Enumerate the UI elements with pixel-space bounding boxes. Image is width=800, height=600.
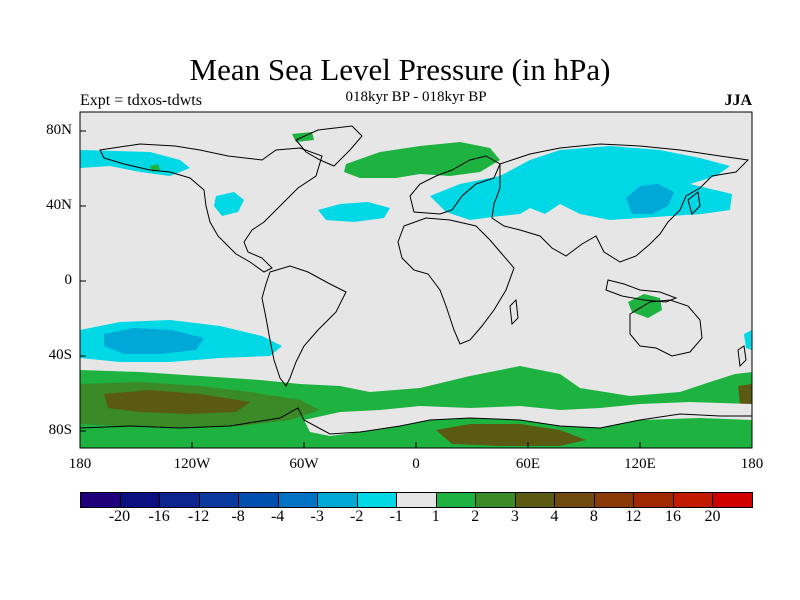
west-us-negative bbox=[214, 192, 244, 216]
colorbar-label: 16 bbox=[664, 508, 681, 525]
coast-antarctica bbox=[80, 407, 752, 435]
colorbar-box bbox=[514, 492, 556, 508]
colorbar-box bbox=[593, 492, 635, 508]
antarctic-atlantic-core bbox=[436, 424, 586, 446]
coastlines bbox=[80, 125, 752, 435]
east-pacific-edge-negative bbox=[744, 330, 752, 350]
colorbar-box bbox=[159, 492, 200, 508]
colorbar-box bbox=[672, 492, 714, 508]
nordic-seas-positive bbox=[344, 142, 500, 178]
colorbar-label: 4 bbox=[550, 508, 559, 525]
east-asia-strong-negative bbox=[626, 184, 674, 214]
chart-title: Mean Sea Level Pressure (in hPa) bbox=[189, 52, 611, 87]
season-label: JJA bbox=[724, 92, 752, 109]
lon-tick-60e: 60E bbox=[515, 456, 541, 472]
colorbar-box bbox=[238, 492, 279, 508]
lon-tick-180w: 180 bbox=[68, 456, 92, 472]
coast-south-america bbox=[261, 265, 347, 387]
colorbar-box bbox=[198, 492, 240, 508]
lat-tick-80s: 80S bbox=[48, 422, 72, 438]
lat-tick-80n: 80N bbox=[46, 122, 72, 138]
north-pacific-negative bbox=[80, 150, 190, 176]
southern-ocean-deep-core bbox=[104, 390, 250, 414]
antarctica-neutral bbox=[304, 402, 752, 436]
lon-tick-120e: 120E bbox=[624, 456, 656, 472]
colorbar-label: -3 bbox=[310, 508, 324, 525]
colorbar-label: -1 bbox=[389, 508, 403, 525]
lat-tick-0: 0 bbox=[64, 272, 73, 288]
lon-tick-120w: 120W bbox=[173, 456, 211, 472]
period-label: 018kyr BP - 018kyr BP bbox=[345, 89, 487, 105]
lon-tick-60w: 60W bbox=[289, 456, 319, 472]
colorbar-box bbox=[119, 492, 161, 508]
colorbar-box bbox=[712, 492, 753, 508]
colorbar-box bbox=[396, 492, 437, 508]
lon-tick-0: 0 bbox=[412, 456, 420, 472]
colorbar-box bbox=[80, 492, 121, 508]
colorbar-box bbox=[277, 492, 319, 508]
coast-australia bbox=[629, 299, 703, 357]
colorbar-label: -20 bbox=[108, 508, 131, 525]
tick-marks bbox=[79, 130, 753, 448]
north-atlantic-negative bbox=[318, 202, 390, 222]
colorbar-box bbox=[633, 492, 674, 508]
lat-tick-40n: 40N bbox=[46, 197, 72, 213]
colorbar-box bbox=[475, 492, 516, 508]
south-pacific-core-negative bbox=[104, 328, 204, 354]
lon-tick-180e: 180 bbox=[740, 456, 764, 472]
colorbar-label: 20 bbox=[704, 508, 721, 525]
colorbar-label: -8 bbox=[231, 508, 245, 525]
colorbar-label: 3 bbox=[510, 508, 519, 525]
coast-greenland bbox=[295, 125, 363, 167]
colorbar-box bbox=[356, 492, 398, 508]
colorbar-label: -2 bbox=[350, 508, 364, 525]
coast-asia bbox=[491, 143, 750, 263]
lat-tick-40s: 40S bbox=[48, 347, 72, 363]
colorbar-label: 12 bbox=[625, 508, 642, 525]
coast-africa bbox=[397, 217, 515, 345]
coast-north-america bbox=[99, 143, 323, 273]
colorbar-box bbox=[435, 492, 477, 508]
coast-japan bbox=[687, 191, 701, 215]
colorbar-label: 1 bbox=[431, 508, 440, 525]
experiment-label: Expt = tdxos-tdwts bbox=[80, 92, 202, 109]
colorbar-box bbox=[554, 492, 595, 508]
colorbar-label: -4 bbox=[270, 508, 285, 525]
colorbar-label: -12 bbox=[187, 508, 210, 525]
coast-madagascar bbox=[509, 298, 519, 326]
colorbar-label: 8 bbox=[589, 508, 598, 525]
colorbar-label: 2 bbox=[471, 508, 480, 525]
coast-europe bbox=[409, 155, 501, 215]
colorbar-box bbox=[317, 492, 358, 508]
coast-new-zealand bbox=[737, 345, 747, 368]
antarctic-east-core bbox=[738, 384, 752, 408]
maritime-continent-positive bbox=[628, 294, 662, 318]
colorbar-label: -16 bbox=[148, 508, 170, 525]
